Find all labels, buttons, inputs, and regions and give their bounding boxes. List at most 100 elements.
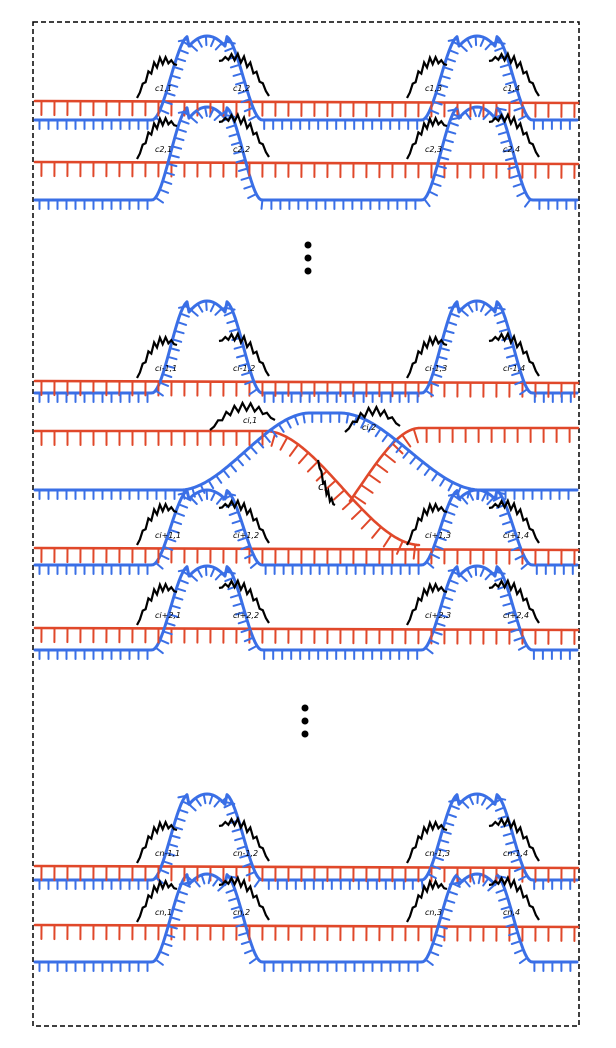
row-i-plus-1-blue-tick xyxy=(177,491,189,496)
row-n-blue-tick xyxy=(158,950,170,957)
row-i-plus-1-blue-tick xyxy=(181,495,192,502)
row-i-minus-1-blue-tick xyxy=(484,307,493,316)
row-2-blue-tick xyxy=(509,174,521,179)
row-1-crosslinker xyxy=(218,50,270,97)
row-2-blue-tick xyxy=(440,147,452,152)
row-2-blue-tick xyxy=(158,188,170,194)
row-i-plus-2-crosslinker xyxy=(406,581,448,626)
row-n-minus-1-blue-tick xyxy=(438,838,450,844)
row-i-plus-2-blue-tick xyxy=(232,602,244,607)
row-i-plus-2-blue-tick xyxy=(162,630,173,636)
row-i-plus-2-blue-tick xyxy=(428,639,440,645)
row-2-blue-tick xyxy=(169,154,180,159)
row-1-blue-tick xyxy=(435,92,446,97)
row-i-plus-2-blue-tick xyxy=(159,638,170,645)
row-i-minus-1-blue-tick xyxy=(241,371,252,376)
row-i-plus-2-blue-tick xyxy=(154,646,164,655)
row-n-blue-tick xyxy=(248,956,259,965)
row-i-plus-2-label-2: ci+2,2 xyxy=(233,611,259,620)
row-i-plus-1-blue-tick xyxy=(216,495,224,505)
row-n-blue-tick xyxy=(444,899,456,904)
row-n-minus-1-blue-tick xyxy=(461,800,470,809)
row-i-plus-1-blue-tick xyxy=(154,561,164,570)
row-2-blue-tick xyxy=(471,106,477,118)
row-i-minus-1-blue-tick xyxy=(249,388,259,396)
row-1-blue-tick xyxy=(196,37,203,48)
row-i-plus-2-blue-tick xyxy=(229,593,241,599)
row-i-plus-1-blue-tick xyxy=(237,536,248,542)
row-n-blue-tick xyxy=(200,874,206,885)
row-n-blue-tick xyxy=(514,948,525,955)
row-i-plus-1-blue-tick xyxy=(492,495,503,502)
row-n-minus-1-label-3: cn-1,3 xyxy=(425,849,450,858)
row-i-red-tick xyxy=(351,508,364,520)
row-1-blue-tick xyxy=(210,36,216,48)
row-2-blue-tick xyxy=(228,132,240,138)
row-n-minus-1-blue-tick xyxy=(420,878,424,890)
row-i-plus-2-blue-tick xyxy=(505,610,516,616)
row-i-minus-1-blue-tick xyxy=(233,345,245,350)
row-n-blue-tick xyxy=(174,899,186,904)
row-i-minus-1-blue-tick xyxy=(236,354,247,359)
row-i-plus-2-blue-tick xyxy=(196,567,203,578)
row-2-blue-tick xyxy=(154,196,164,204)
row-i-plus-2-crosslinker xyxy=(136,581,178,626)
row-1-label-1: c1,1 xyxy=(155,84,172,93)
row-i-plus-1-blue-tick xyxy=(429,553,440,559)
row-2-blue-tick xyxy=(502,148,514,153)
row-i-minus-1-blue-tick xyxy=(158,381,170,387)
row-i-minus-1-blue-tick xyxy=(238,362,250,368)
row-i-red-tick xyxy=(412,428,419,444)
labels-layer: c1,1 c1,2 c1,3 c1,4 c2,1 c2,2 c2,3 c2,4 ci-1,1 ci… xyxy=(155,84,529,917)
row-n-blue-tick xyxy=(500,905,512,911)
row-1-blue-tick xyxy=(248,114,258,121)
row-n-blue-tick xyxy=(162,942,173,947)
row-i-minus-1-blue-tick xyxy=(494,306,506,311)
row-n-blue-tick xyxy=(470,874,476,885)
row-i-plus-1-blue-tick xyxy=(249,561,259,569)
row-i-blue-tick xyxy=(388,438,397,448)
row-2-blue-tick xyxy=(451,113,462,119)
row-i-plus-1-blue-tick xyxy=(225,492,237,497)
row-i-minus-1-blue-tick xyxy=(434,364,446,369)
row-i-blue-tick xyxy=(409,455,418,465)
row-2-blue-tick xyxy=(447,108,459,112)
row-1-blue-tick xyxy=(479,36,486,47)
row-2-blue-tick xyxy=(260,198,264,210)
row-i-minus-1-blue-tick xyxy=(511,371,522,377)
row-2-blue-tick xyxy=(213,112,222,121)
row-i-plus-2-blue-tick xyxy=(235,611,246,616)
row-i-red-tick xyxy=(401,434,412,448)
row-1-blue-tick xyxy=(499,63,511,69)
row-i-minus-1-blue-tick xyxy=(493,311,504,317)
row-i-plus-2-blue-tick xyxy=(178,578,189,585)
row-2-blue-tick xyxy=(500,139,511,144)
row-i-plus-2-blue-tick xyxy=(507,619,519,624)
row-2-blue-tick xyxy=(431,182,442,187)
row-i-minus-1-blue-tick xyxy=(196,303,204,313)
row-i-plus-1-blue-tick xyxy=(436,536,447,542)
row-i-blue-tick xyxy=(229,463,237,473)
row-n-blue-tick xyxy=(495,888,506,894)
row-i-red-tick xyxy=(382,452,396,464)
row-i-plus-2-blue-tick xyxy=(237,619,249,625)
row-i-blue-tick xyxy=(423,466,432,476)
row-2-blue-tick xyxy=(477,106,483,118)
row-n-minus-1-blue-tick xyxy=(505,840,516,846)
row-i-blue-tick xyxy=(249,445,258,455)
row-i-blue-tick xyxy=(207,479,215,490)
row-1-blue-tick xyxy=(494,46,505,52)
row-i-red-tick xyxy=(391,442,404,455)
row-1-blue-tick xyxy=(510,97,521,103)
row-i-blue-tick xyxy=(236,457,244,467)
row-2-blue-tick xyxy=(161,180,173,185)
row-n-minus-1-blue-tick xyxy=(158,868,170,875)
row-i-minus-1-blue-tick xyxy=(480,302,486,313)
row-i-minus-1-blue-tick xyxy=(441,338,453,343)
row-1-blue-tick xyxy=(232,72,244,77)
row-n-minus-1-blue-tick xyxy=(448,798,460,803)
row-i-minus-1-blue-tick xyxy=(161,373,173,378)
row-2-blue-tick xyxy=(497,130,509,136)
row-i-plus-2-blue-tick xyxy=(517,644,528,651)
row-1-blue-tick xyxy=(159,108,170,115)
